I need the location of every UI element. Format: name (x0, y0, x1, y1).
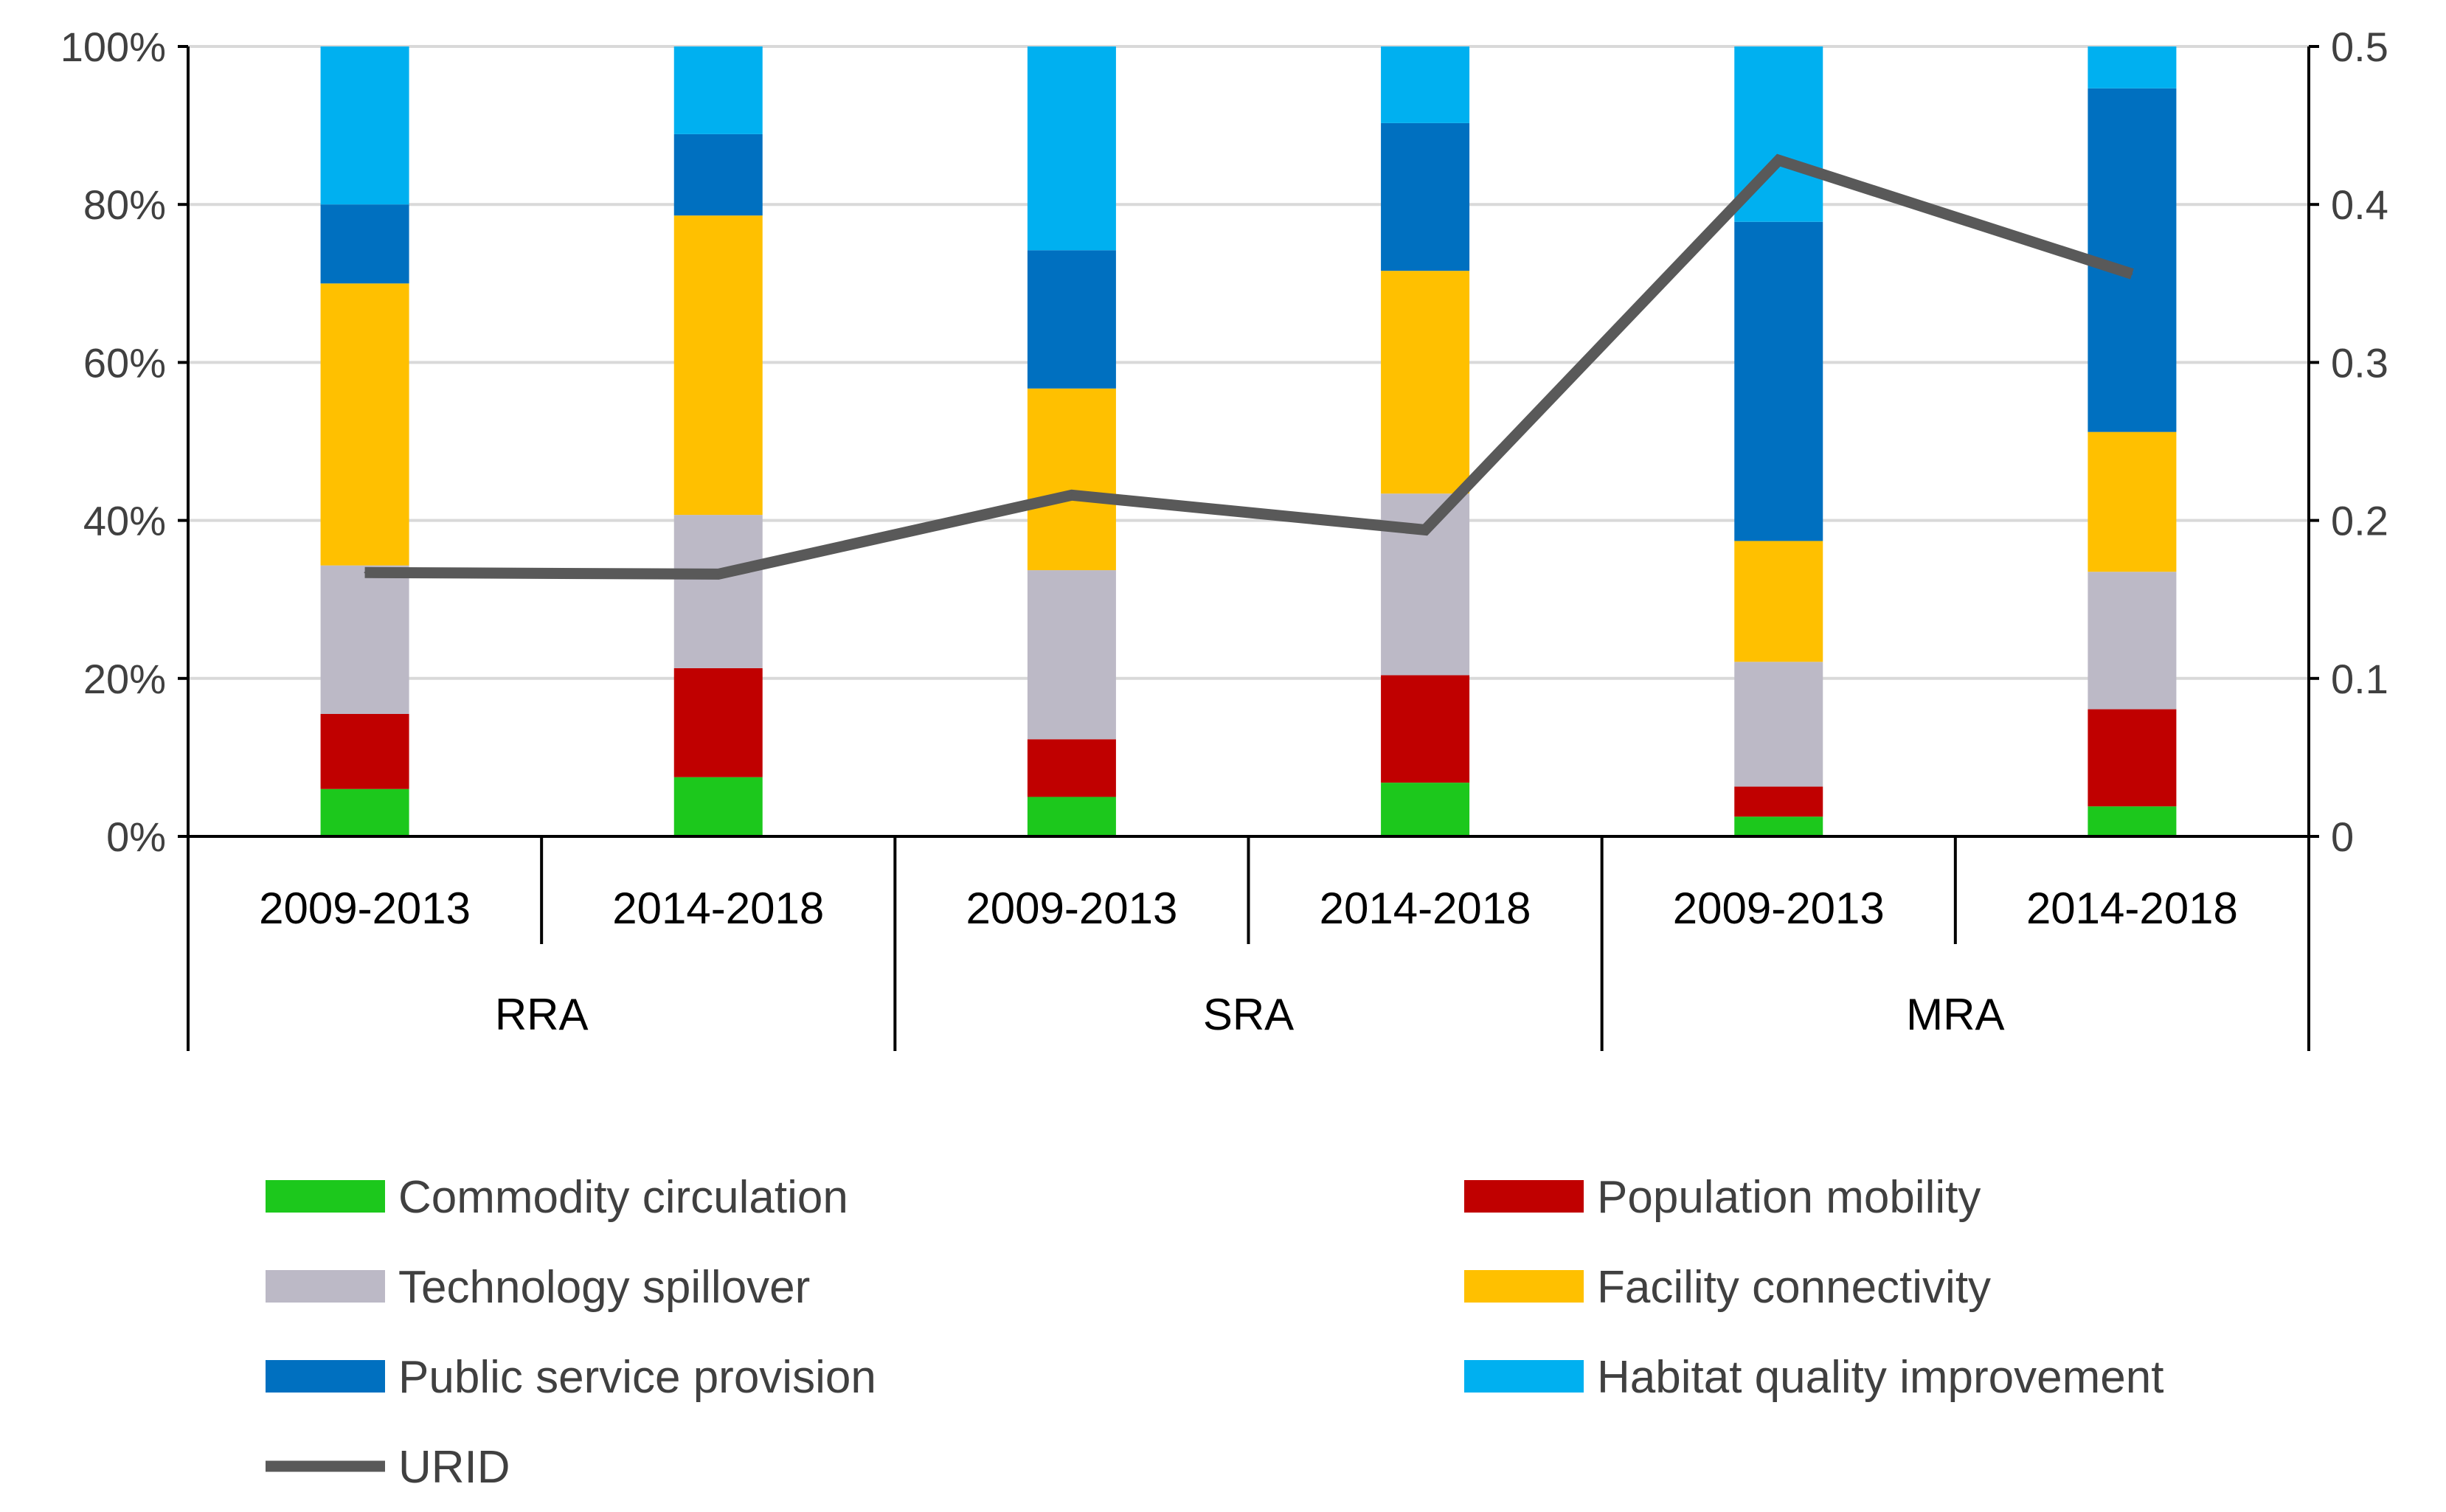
period-label: 2014-2018 (2026, 884, 2238, 933)
bar-facility-connectivity (320, 283, 409, 566)
bar-technology-spillover (1381, 493, 1470, 676)
y2-tick-label: 0.1 (2331, 656, 2388, 702)
bar-commodity-circulation (1381, 783, 1470, 836)
legend-swatch (1464, 1180, 1584, 1213)
bar-population-mobility (2088, 709, 2177, 807)
period-label: 2009-2013 (259, 884, 471, 933)
axes: 0% 20% 40% 60% 80% 100% 0 0.1 0.2 0.3 0.4 0.5 2009-2… (60, 24, 2388, 1051)
legend-label: Commodity circulation (398, 1172, 848, 1223)
urid-point (1424, 529, 1427, 531)
y2-tick-label: 0.5 (2331, 24, 2388, 70)
y-tick-label: 100% (60, 24, 166, 70)
group-label: RRA (495, 990, 589, 1039)
legend-label: URID (398, 1442, 510, 1493)
bar-population-mobility (1734, 786, 1823, 817)
bar-facility-connectivity (1381, 271, 1470, 494)
legend-label: Technology spillover (398, 1262, 810, 1313)
bar-habitat-quality-improvement (1027, 46, 1116, 251)
legend-swatch (1464, 1270, 1584, 1303)
gridlines (188, 45, 2309, 680)
period-label: 2014-2018 (612, 884, 824, 933)
urid-line-layer (364, 153, 2134, 580)
legend-label: Habitat quality improvement (1597, 1352, 2163, 1403)
bar-public-service-provision (1734, 221, 1823, 541)
group-label: SRA (1203, 990, 1294, 1039)
y-tick-label: 80% (83, 181, 166, 228)
period-label: 2009-2013 (1673, 884, 1885, 933)
y-tick-label: 40% (83, 498, 166, 544)
bar-facility-connectivity (1734, 541, 1823, 662)
bar-commodity-circulation (1734, 816, 1823, 836)
legend-label: Public service provision (398, 1352, 876, 1403)
bar-technology-spillover (1734, 662, 1823, 787)
urid-point (1778, 159, 1780, 162)
legend-label: Population mobility (1597, 1172, 1981, 1223)
legend-swatch (266, 1270, 385, 1303)
legend-label: Facility connectivity (1597, 1262, 1991, 1313)
y2-tick-label: 0.4 (2331, 181, 2388, 228)
legend-swatch (266, 1180, 385, 1213)
bar-habitat-quality-improvement (320, 46, 409, 205)
y-tick-label: 20% (83, 656, 166, 702)
bar-commodity-circulation (2088, 806, 2177, 836)
urid-point (2131, 273, 2133, 275)
bar-population-mobility (1381, 675, 1470, 783)
bar-habitat-quality-improvement (2088, 46, 2177, 89)
bar-technology-spillover (1027, 570, 1116, 740)
period-label: 2009-2013 (966, 884, 1177, 933)
y2-tick-label: 0 (2331, 814, 2354, 860)
bar-public-service-provision (1027, 250, 1116, 389)
bar-habitat-quality-improvement (1381, 46, 1470, 123)
y-tick-label: 0% (106, 814, 166, 860)
bars (320, 46, 2177, 836)
y2-tick-label: 0.3 (2331, 339, 2388, 386)
bar-population-mobility (320, 713, 409, 789)
urid-point (717, 573, 719, 575)
bar-facility-connectivity (2088, 431, 2177, 572)
bar-population-mobility (1027, 739, 1116, 797)
bar-technology-spillover (2088, 572, 2177, 710)
period-label: 2014-2018 (1320, 884, 1531, 933)
bar-public-service-provision (673, 133, 763, 216)
y2-tick-label: 0.2 (2331, 498, 2388, 544)
legend-swatch (1464, 1360, 1584, 1393)
bar-facility-connectivity (1027, 388, 1116, 571)
bar-commodity-circulation (320, 788, 409, 836)
bar-technology-spillover (673, 515, 763, 668)
y-tick-label: 60% (83, 339, 166, 386)
bar-commodity-circulation (673, 777, 763, 836)
bar-population-mobility (673, 667, 763, 777)
bar-habitat-quality-improvement (673, 46, 763, 134)
bar-technology-spillover (320, 565, 409, 714)
bar-commodity-circulation (1027, 797, 1116, 836)
bar-public-service-provision (320, 204, 409, 284)
group-label: MRA (1906, 990, 2004, 1039)
legend: Commodity circulation Population mobility… (266, 1172, 2163, 1493)
bar-facility-connectivity (673, 215, 763, 516)
urid-line (364, 153, 2134, 580)
urid-point (364, 572, 366, 574)
bar-public-service-provision (1381, 122, 1470, 271)
urid-point (1070, 494, 1073, 496)
legend-swatch (266, 1360, 385, 1393)
